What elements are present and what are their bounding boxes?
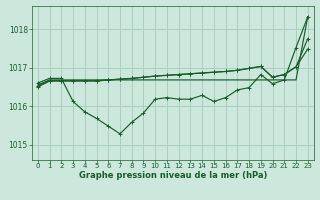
X-axis label: Graphe pression niveau de la mer (hPa): Graphe pression niveau de la mer (hPa): [79, 171, 267, 180]
